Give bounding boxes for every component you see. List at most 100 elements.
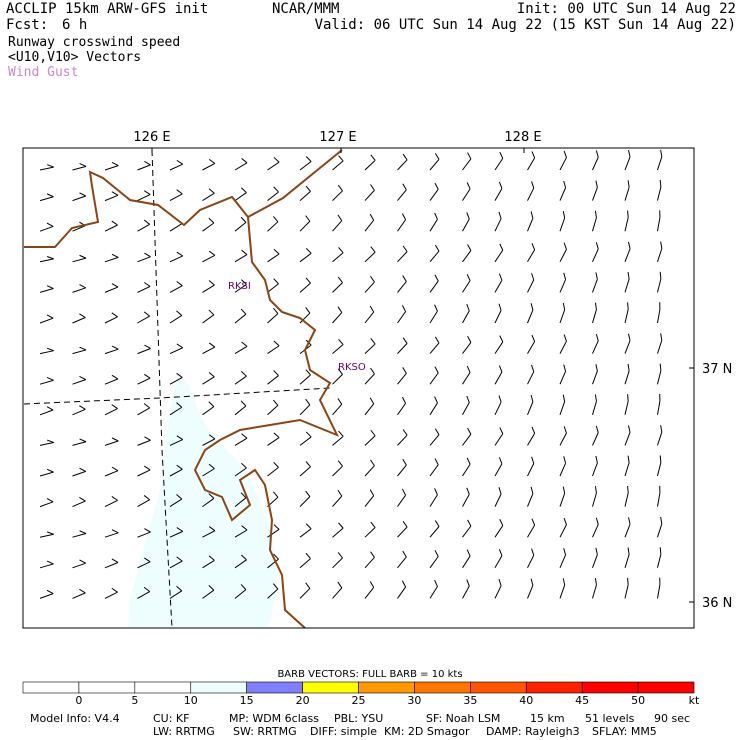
wind-barb-shaft <box>39 409 54 416</box>
wind-barb-feather <box>176 585 183 592</box>
wind-barb-feather <box>562 578 566 586</box>
legend-tick: 20 <box>296 694 310 707</box>
wind-barb-feather <box>369 305 375 313</box>
wind-barb-shaft <box>39 225 54 232</box>
wind-barb-feather <box>498 181 503 189</box>
footer-damp: DAMP: Rayleigh3 <box>486 725 580 738</box>
wind-barb-feather <box>144 282 151 287</box>
wind-barb-shaft <box>332 312 343 324</box>
wind-barb-shaft <box>527 463 535 477</box>
wind-barb-shaft <box>72 379 86 385</box>
wind-barb-feather <box>369 397 375 405</box>
wind-barb-shaft <box>624 248 631 262</box>
footer-cu: CU: KF <box>153 712 190 725</box>
wind-barb-shaft <box>39 379 54 385</box>
wind-barb-feather <box>466 365 471 373</box>
wind-barb-shaft <box>104 591 118 599</box>
wind-barb-shaft <box>592 187 598 201</box>
wind-barb-feather <box>176 281 183 287</box>
wind-barb-shaft <box>364 189 375 201</box>
wind-barb-feather <box>498 548 503 556</box>
wind-barb-feather <box>111 558 119 563</box>
wind-barb-shaft <box>592 279 598 293</box>
wind-barb-shaft <box>624 584 629 599</box>
wind-barb-shaft <box>364 527 376 538</box>
wind-barb-feather <box>402 520 408 528</box>
wind-barb-shaft <box>267 558 279 569</box>
wind-barb-feather <box>305 582 311 589</box>
wind-barb-feather <box>563 272 567 280</box>
forecast-label: Fcst: <box>6 17 49 33</box>
wind-barb-feather <box>111 191 119 196</box>
footer-km: KM: 2D Smagor <box>384 725 470 738</box>
wind-barb-shaft <box>462 250 472 263</box>
wind-barb-feather <box>305 247 312 254</box>
wind-barb-feather <box>370 275 375 283</box>
wind-barb-shaft <box>332 495 343 507</box>
wind-barb-shaft <box>527 157 536 171</box>
wind-barb-shaft <box>364 343 376 354</box>
wind-barb-shaft <box>364 219 375 232</box>
wind-barb-feather <box>562 394 566 402</box>
wind-barb-shaft <box>624 309 629 324</box>
footer-sw: SW: RRTMG <box>233 725 297 738</box>
wind-barb-feather <box>273 553 279 560</box>
wind-barb-feather <box>46 468 54 473</box>
legend-swatch <box>134 681 192 694</box>
wind-barb-feather <box>241 279 247 285</box>
wind-barb-shaft <box>429 494 438 507</box>
wind-barb-shaft <box>657 523 663 538</box>
wind-barb-feather <box>369 581 375 588</box>
wind-barb-feather <box>563 548 567 556</box>
wind-barb-feather <box>531 181 535 189</box>
wind-barb-shaft <box>429 219 438 232</box>
wind-barb-feather <box>79 313 86 318</box>
wind-barb-feather <box>79 438 87 443</box>
wind-barb-shaft <box>332 465 343 477</box>
wind-barb-feather <box>627 394 629 402</box>
wind-barb-feather <box>337 552 343 559</box>
wind-barb-shaft <box>397 311 406 324</box>
wind-barb-shaft <box>267 466 279 477</box>
wind-barb-shaft <box>104 562 119 569</box>
footer-model-info: Model Info: V4.4 <box>30 712 120 725</box>
wind-barb-feather <box>273 186 279 193</box>
wind-barb-shaft <box>72 195 86 202</box>
wind-barb-shaft <box>624 554 630 568</box>
wind-barb-feather <box>144 252 151 258</box>
wind-barb-shaft <box>39 317 54 324</box>
wind-barb-feather <box>305 490 311 497</box>
wind-barb-feather <box>627 272 630 280</box>
wind-barb-shaft <box>657 248 663 262</box>
wind-barb-feather <box>563 518 567 525</box>
wind-barb-feather <box>176 372 183 378</box>
wind-barb-feather <box>659 271 662 279</box>
wind-barb-feather <box>79 163 87 167</box>
wind-barb-feather <box>499 427 504 434</box>
wind-barb-feather <box>530 303 534 311</box>
legend-unit: kt <box>689 694 700 707</box>
wind-barb-shaft <box>364 435 376 446</box>
wind-barb-shaft <box>267 437 280 446</box>
wind-barbs <box>39 149 663 599</box>
wind-barb-feather <box>498 487 502 495</box>
init-time: Init: 00 UTC Sun 14 Aug 22 <box>516 1 736 17</box>
wind-barb-feather <box>370 367 375 375</box>
wind-barb-feather <box>402 429 408 436</box>
wind-barb-feather <box>627 455 630 463</box>
wind-barb-feather <box>79 467 86 472</box>
wind-barb-feather <box>240 584 247 590</box>
wind-barb-feather <box>595 242 599 250</box>
wind-barb-feather <box>79 346 87 351</box>
wind-barb-feather <box>531 518 536 526</box>
wind-barb-feather <box>208 584 215 591</box>
wind-barb-shaft <box>494 493 502 507</box>
wind-barb-shaft <box>202 314 215 324</box>
wind-barb-feather <box>659 547 662 555</box>
wind-barb-shaft <box>657 309 661 324</box>
wind-barb-feather <box>305 369 311 376</box>
wind-barb-shaft <box>104 224 118 232</box>
wind-barb-shaft <box>592 554 598 568</box>
wind-barb-feather <box>208 280 215 286</box>
